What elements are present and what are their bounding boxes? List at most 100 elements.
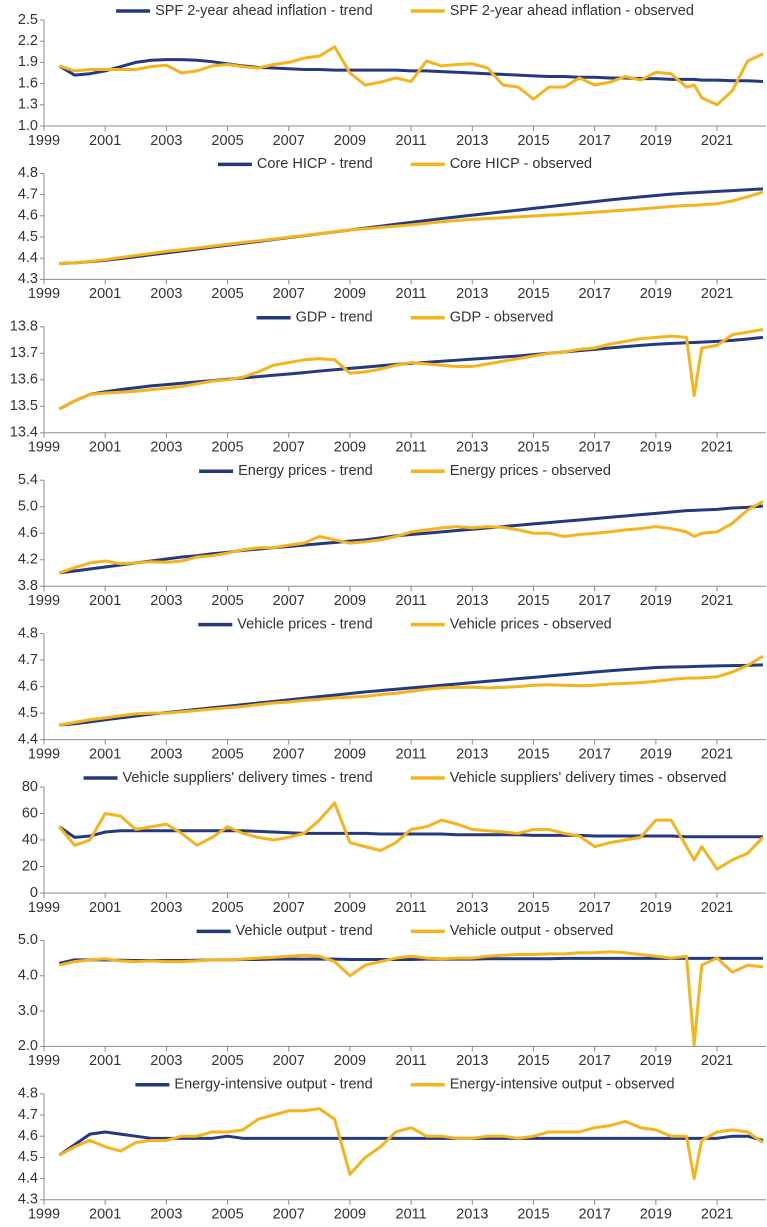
legend-label: Energy-intensive output - observed: [450, 1077, 675, 1093]
x-tick-label: 2017: [579, 746, 611, 762]
legend-label: GDP - observed: [450, 310, 554, 326]
y-tick-label: 5.4: [18, 472, 38, 488]
x-tick-label: 2019: [640, 440, 672, 456]
panel: 4.3 4.4 4.5 4.6 4.7 4.8 1999 2001 2003 2005 2007 20…: [18, 156, 766, 302]
legend-label: Energy-intensive output - trend: [174, 1077, 372, 1093]
x-tick-label: 2009: [334, 133, 366, 149]
y-tick-label: 80: [22, 779, 38, 795]
x-tick-label: 2013: [456, 133, 488, 149]
y-tick-label: 4.8: [18, 165, 38, 181]
x-tick-label: 2007: [273, 746, 305, 762]
x-tick-label: 2013: [456, 440, 488, 456]
y-tick-label: 5.0: [18, 499, 38, 515]
x-tick-label: 2007: [273, 900, 305, 916]
x-tick-label: 2001: [89, 133, 121, 149]
x-tick-label: 2011: [396, 1207, 427, 1223]
x-tick-label: 2019: [640, 1053, 672, 1069]
series-line: [59, 504, 764, 575]
x-tick-label: 1999: [28, 133, 60, 149]
x-tick-label: 2011: [396, 1053, 427, 1069]
x-tick-label: 2013: [456, 1053, 488, 1069]
legend-label: SPF 2-year ahead inflation - trend: [155, 3, 373, 19]
x-tick-label: 2017: [579, 1207, 611, 1223]
legend: Vehicle suppliers' delivery times - tren…: [83, 770, 726, 786]
x-tick-label: 2009: [334, 900, 366, 916]
legend-label: SPF 2-year ahead inflation - observed: [450, 3, 694, 19]
x-tick-label: 2011: [396, 593, 427, 609]
y-tick-label: 2.5: [18, 12, 38, 28]
y-tick-label: 1.3: [18, 97, 38, 113]
y-tick-label: 0: [30, 885, 38, 901]
x-tick-label: 2013: [456, 593, 488, 609]
x-tick-label: 2021: [701, 746, 733, 762]
y-tick-label: 13.6: [10, 372, 38, 388]
x-tick-label: 2017: [579, 900, 611, 916]
x-tick-label: 1999: [28, 1053, 60, 1069]
x-tick-label: 2011: [396, 133, 427, 149]
legend-label: Vehicle prices - observed: [450, 616, 612, 632]
x-tick-label: 1999: [28, 593, 60, 609]
y-tick-label: 4.2: [18, 552, 38, 568]
x-tick-label: 2021: [701, 900, 733, 916]
x-tick-label: 2009: [334, 1053, 366, 1069]
legend-label: Core HICP - trend: [257, 156, 373, 172]
y-tick-label: 4.6: [18, 678, 38, 694]
legend-label: Vehicle prices - trend: [237, 616, 372, 632]
x-tick-label: 2005: [211, 286, 243, 302]
y-tick-label: 13.7: [10, 345, 38, 361]
x-tick-label: 2015: [517, 286, 549, 302]
x-tick-label: 2017: [579, 1053, 611, 1069]
y-tick-label: 4.0: [18, 968, 38, 984]
legend: Core HICP - trend Core HICP - observed: [217, 156, 592, 172]
y-tick-label: 1.0: [18, 118, 38, 134]
x-tick-label: 2009: [334, 746, 366, 762]
series-line: [58, 327, 764, 411]
x-tick-label: 2005: [211, 593, 243, 609]
y-tick-label: 1.6: [18, 75, 38, 91]
y-tick-label: 4.3: [18, 271, 38, 287]
x-tick-label: 2001: [89, 593, 121, 609]
x-tick-label: 2015: [517, 440, 549, 456]
y-tick-label: 4.4: [18, 731, 38, 747]
series-line: [58, 335, 764, 411]
x-tick-label: 2007: [273, 593, 305, 609]
series-line: [59, 663, 763, 727]
x-tick-label: 2019: [640, 1207, 672, 1223]
x-tick-label: 2003: [150, 1053, 182, 1069]
x-tick-label: 2007: [273, 286, 305, 302]
y-tick-label: 4.6: [18, 525, 38, 541]
x-tick-label: 2001: [89, 286, 121, 302]
y-tick-label: 4.4: [18, 1170, 38, 1186]
x-tick-label: 2003: [150, 440, 182, 456]
series-line: [58, 45, 764, 107]
x-tick-label: 2019: [640, 133, 672, 149]
series-line: [58, 801, 765, 871]
x-tick-label: 1999: [28, 746, 60, 762]
x-tick-label: 2019: [640, 900, 672, 916]
x-tick-label: 2001: [89, 1207, 121, 1223]
legend: Vehicle prices - trend Vehicle prices - o…: [198, 616, 612, 632]
y-tick-label: 4.6: [18, 208, 38, 224]
x-tick-label: 2003: [150, 900, 182, 916]
y-tick-label: 4.3: [18, 1192, 38, 1208]
y-tick-label: 4.7: [18, 1107, 38, 1123]
y-tick-label: 4.6: [18, 1128, 38, 1144]
x-tick-label: 2021: [701, 593, 733, 609]
x-tick-label: 2013: [456, 286, 488, 302]
x-tick-label: 2001: [89, 1053, 121, 1069]
x-tick-label: 2015: [517, 133, 549, 149]
x-tick-label: 2017: [579, 286, 611, 302]
legend-label: GDP - trend: [296, 310, 373, 326]
x-tick-label: 2001: [89, 900, 121, 916]
x-tick-label: 1999: [28, 286, 60, 302]
y-tick-label: 2.0: [18, 1038, 38, 1054]
x-tick-label: 2015: [517, 593, 549, 609]
y-tick-label: 4.5: [18, 705, 38, 721]
x-tick-label: 2009: [334, 593, 366, 609]
panel: 0 20 40 60 80 1999 2001 2003 2005 2007 2009 2011 201…: [22, 770, 766, 916]
x-tick-label: 2011: [396, 440, 427, 456]
x-tick-label: 2021: [701, 286, 733, 302]
x-tick-label: 2013: [456, 746, 488, 762]
y-tick-label: 13.8: [10, 319, 38, 335]
